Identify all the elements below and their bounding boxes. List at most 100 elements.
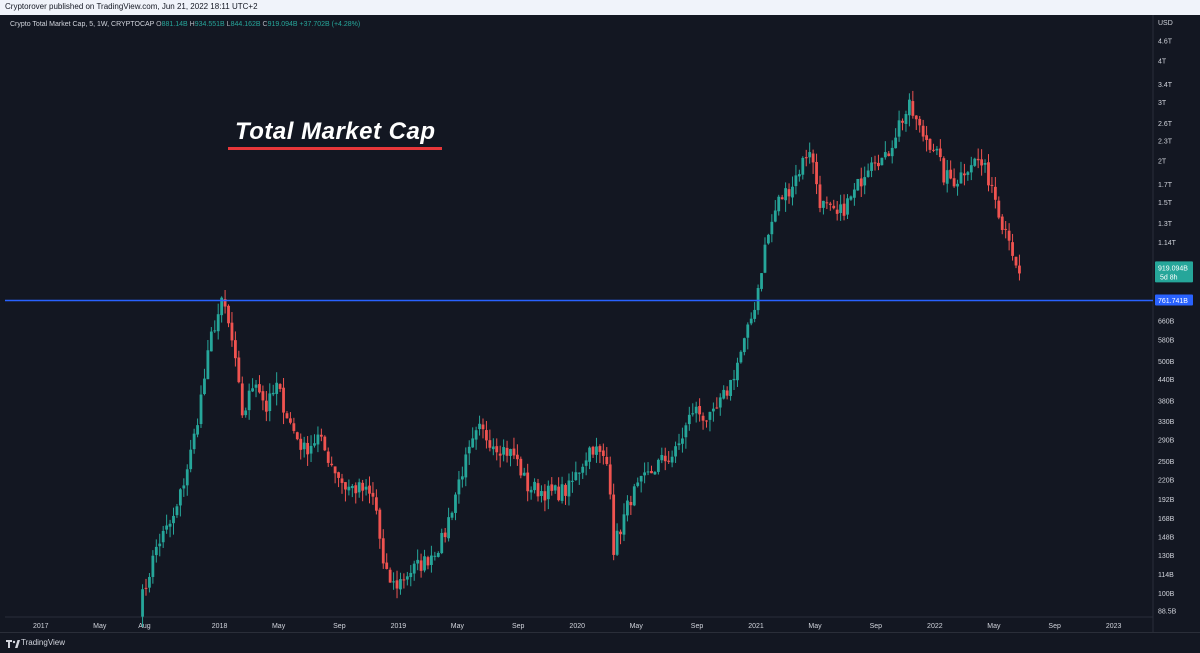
candle-body xyxy=(543,491,547,501)
candle-body xyxy=(478,423,481,430)
candle-body xyxy=(309,445,313,454)
candle-body xyxy=(687,414,691,425)
candle-body xyxy=(749,318,753,324)
candle-body xyxy=(577,472,581,474)
candle-body xyxy=(711,408,715,412)
y-tick-label: 3.4T xyxy=(1158,82,1173,89)
candle-body xyxy=(859,178,863,187)
candle-body xyxy=(904,114,908,124)
candles xyxy=(141,90,1021,627)
candle-body xyxy=(220,297,224,316)
candle-body xyxy=(233,340,237,359)
candle-body xyxy=(264,400,268,412)
y-tick-label: 380B xyxy=(1158,398,1175,405)
candle-body xyxy=(612,494,616,555)
candle-body xyxy=(973,158,977,166)
candle-body xyxy=(839,204,843,213)
x-tick-label: 2021 xyxy=(748,623,764,630)
candle-body xyxy=(560,484,564,501)
chart-area[interactable]: USD 4.6T 4T 3.4T 3T 2.6T 2.3T 2T 1.7T 1.5T 1.3T 1.1… xyxy=(5,15,1195,632)
candle-body xyxy=(388,569,392,583)
candle-body xyxy=(412,563,416,574)
candle-body xyxy=(491,446,495,450)
x-tick-label: 2023 xyxy=(1106,623,1122,630)
candle-body xyxy=(997,200,1001,218)
candle-body xyxy=(945,170,949,184)
candle-body xyxy=(395,580,399,589)
candle-body xyxy=(440,532,444,554)
x-tick-label: Aug xyxy=(138,623,151,630)
low-value: 844.162B xyxy=(230,21,261,28)
candle-body xyxy=(959,172,963,184)
candle-body xyxy=(495,446,499,453)
candle-body xyxy=(316,434,320,445)
candle-body xyxy=(172,515,175,524)
candle-body xyxy=(498,453,502,456)
candle-body xyxy=(258,384,261,393)
price-chart[interactable]: USD 4.6T 4T 3.4T 3T 2.6T 2.3T 2T 1.7T 1.5T 1.3T 1.1… xyxy=(5,15,1195,632)
candle-body xyxy=(381,538,385,564)
candle-body xyxy=(918,118,922,126)
candle-body xyxy=(519,458,523,476)
y-tick-label: 148B xyxy=(1158,534,1175,541)
x-tick-label: May xyxy=(630,623,644,630)
candle-body xyxy=(522,472,526,476)
candle-body xyxy=(595,446,598,455)
candle-body xyxy=(550,484,554,491)
candle-body xyxy=(196,425,199,435)
candle-body xyxy=(423,556,426,571)
candle-body xyxy=(230,322,234,341)
price-axis-unit: USD xyxy=(1158,20,1173,27)
candle-body xyxy=(870,162,873,171)
candle-body xyxy=(763,244,767,273)
candle-body xyxy=(777,196,781,212)
candle-body xyxy=(983,162,987,165)
candle-body xyxy=(323,436,327,451)
candle-body xyxy=(464,454,468,478)
candle-body xyxy=(739,351,743,363)
candle-body xyxy=(546,485,550,500)
candle-body xyxy=(240,383,244,416)
candle-body xyxy=(694,406,698,414)
candle-body xyxy=(753,309,757,319)
candle-body xyxy=(770,221,774,235)
open-label: O xyxy=(156,21,162,28)
candle-body xyxy=(302,442,306,450)
y-tick-label: 440B xyxy=(1158,377,1175,384)
y-tick-label: 4T xyxy=(1158,59,1167,66)
candle-body xyxy=(529,489,533,493)
candle-body xyxy=(705,420,708,422)
y-tick-label: 1.7T xyxy=(1158,182,1173,189)
candle-body xyxy=(161,530,165,543)
candle-body xyxy=(615,530,619,555)
candle-body xyxy=(660,454,664,461)
candle-body xyxy=(674,446,677,457)
tradingview-logo-text[interactable]: TradingView xyxy=(21,638,66,647)
candle-body xyxy=(254,384,258,388)
candle-body xyxy=(811,153,815,163)
candle-body xyxy=(485,430,488,441)
high-label: H xyxy=(189,21,195,28)
y-tick-label: 250B xyxy=(1158,459,1175,466)
candle-body xyxy=(725,390,729,396)
candle-body xyxy=(718,397,722,408)
y-tick-label: 660B xyxy=(1158,319,1175,326)
candle-body xyxy=(206,350,210,380)
candle-body xyxy=(443,532,447,538)
close-label: C xyxy=(262,21,268,28)
candle-body xyxy=(925,135,928,140)
y-tick-label: 330B xyxy=(1158,419,1175,426)
candle-body xyxy=(564,484,567,496)
candle-body xyxy=(963,173,966,176)
candle-body xyxy=(650,470,653,474)
candle-body xyxy=(313,443,316,446)
candle-body xyxy=(285,413,289,419)
y-tick-label: 130B xyxy=(1158,553,1175,560)
candle-body xyxy=(832,205,836,209)
candle-body xyxy=(646,471,650,473)
candle-body xyxy=(708,411,712,420)
candle-body xyxy=(849,196,853,200)
candle-body xyxy=(430,555,433,565)
candle-body xyxy=(460,476,464,480)
